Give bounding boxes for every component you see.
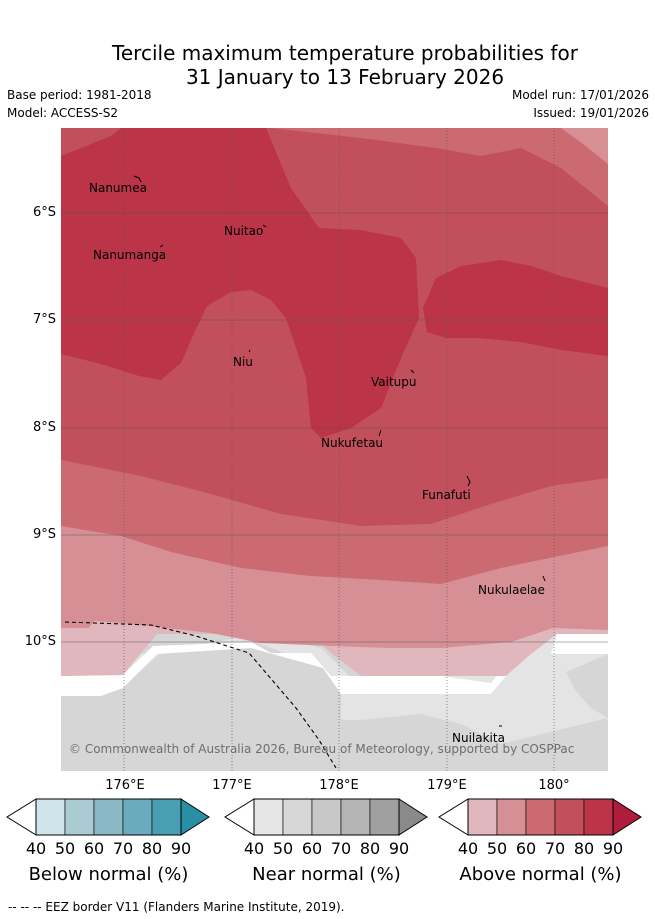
issued-date: Issued: 19/01/2026 bbox=[533, 106, 649, 120]
graticule bbox=[123, 128, 555, 771]
near-normal-tick-90: 90 bbox=[388, 839, 410, 858]
below-normal-tick-90: 90 bbox=[170, 839, 192, 858]
lat-label-8s: 8°S bbox=[32, 420, 56, 435]
copyright-notice: © Commonwealth of Australia 2026, Bureau… bbox=[69, 742, 575, 756]
lat-label-6s: 6°S bbox=[32, 205, 56, 220]
below-normal-low-arrow bbox=[6, 798, 37, 836]
near-normal-tick-70: 70 bbox=[330, 839, 352, 858]
map-canvas bbox=[61, 128, 608, 771]
nanumanga-island bbox=[159, 244, 164, 248]
above-normal-swatch-4 bbox=[554, 798, 585, 836]
nanumea-island bbox=[133, 175, 142, 183]
eez-border-line bbox=[64, 621, 337, 769]
above-normal-colorbar bbox=[438, 798, 642, 836]
near-normal-high-arrow bbox=[398, 798, 428, 836]
above-normal-high-arrow bbox=[612, 798, 642, 836]
near-normal-tick-80: 80 bbox=[359, 839, 381, 858]
above-normal-title: Above normal (%) bbox=[459, 864, 622, 885]
near-normal-low-arrow bbox=[224, 798, 255, 836]
lon-label-179e: 179°E bbox=[427, 778, 467, 793]
niu-island bbox=[248, 349, 251, 353]
base-period: Base period: 1981-2018 bbox=[7, 88, 152, 102]
below-normal-colorbar bbox=[6, 798, 210, 836]
below-normal-tick-80: 80 bbox=[141, 839, 163, 858]
above-normal-80-east-region bbox=[423, 260, 608, 356]
below-normal-swatch-5 bbox=[151, 798, 182, 836]
lat-label-7s: 7°S bbox=[32, 312, 56, 327]
above-normal-tick-60: 60 bbox=[515, 839, 537, 858]
vaitupu-island bbox=[410, 369, 415, 374]
below-normal-tick-60: 60 bbox=[83, 839, 105, 858]
above-normal-tick-90: 90 bbox=[602, 839, 624, 858]
lon-label-178e: 178°E bbox=[319, 778, 359, 793]
label-nuitao: Nuitao bbox=[224, 224, 264, 238]
above-normal-tick-40: 40 bbox=[457, 839, 479, 858]
label-nukulaelae: Nukulaelae bbox=[478, 583, 545, 597]
above-normal-tick-50: 50 bbox=[486, 839, 508, 858]
nuitao-island bbox=[262, 224, 267, 228]
below-normal-frame bbox=[35, 798, 182, 836]
below-normal-tick-70: 70 bbox=[112, 839, 134, 858]
lon-label-176e: 176°E bbox=[105, 778, 145, 793]
parallels bbox=[61, 212, 608, 643]
above-normal-swatch-3 bbox=[525, 798, 556, 836]
near-normal-swatch-1 bbox=[253, 798, 284, 836]
gap-band bbox=[61, 634, 608, 696]
map-title-line1: Tercile maximum temperature probabilitie… bbox=[112, 41, 578, 65]
above-normal-50-patch bbox=[561, 128, 608, 164]
below-normal-swatch-1 bbox=[35, 798, 66, 836]
above-normal-80-west-region bbox=[61, 128, 419, 438]
label-nanumanga: Nanumanga bbox=[93, 248, 167, 262]
near-normal-frame bbox=[253, 798, 400, 836]
near-normal-tick-40: 40 bbox=[243, 839, 265, 858]
funafuti-island bbox=[466, 475, 471, 487]
label-nuilakita: Nuilakita bbox=[452, 731, 505, 745]
above-normal-frame bbox=[467, 798, 614, 836]
above-normal-swatch-2 bbox=[496, 798, 527, 836]
near-normal-colorbar bbox=[224, 798, 428, 836]
label-vaitupu: Vaitupu bbox=[371, 375, 417, 389]
below-normal-tick-40: 40 bbox=[25, 839, 47, 858]
near-normal-tick-50: 50 bbox=[272, 839, 294, 858]
above-normal-low-arrow bbox=[438, 798, 469, 836]
above-normal-swatch-1 bbox=[467, 798, 498, 836]
label-nanumea: Nanumea bbox=[89, 181, 147, 195]
below-normal-title: Below normal (%) bbox=[28, 864, 189, 885]
near-normal-swatch-2 bbox=[282, 798, 313, 836]
below-normal-high-arrow bbox=[180, 798, 210, 836]
above-normal-swatch-5 bbox=[583, 798, 614, 836]
lat-label-10s: 10°S bbox=[24, 634, 56, 649]
lat-label-9s: 9°S bbox=[32, 527, 56, 542]
label-funafuti: Funafuti bbox=[422, 488, 471, 502]
above-normal-tick-70: 70 bbox=[544, 839, 566, 858]
eez-border-footnote: -- -- -- EEZ border V11 (Flanders Marine… bbox=[8, 900, 345, 914]
near-normal-swatch-3 bbox=[311, 798, 342, 836]
near-normal-50-patch bbox=[566, 654, 608, 718]
lon-label-177e: 177°E bbox=[212, 778, 252, 793]
below-normal-swatch-4 bbox=[122, 798, 153, 836]
below-normal-swatch-2 bbox=[64, 798, 95, 836]
above-normal-tick-80: 80 bbox=[573, 839, 595, 858]
island-shapes bbox=[133, 175, 546, 727]
below-normal-swatch-3 bbox=[93, 798, 124, 836]
near-normal-swatch-5 bbox=[369, 798, 400, 836]
label-niu: Niu bbox=[233, 355, 253, 369]
model-run: Model run: 17/01/2026 bbox=[511, 88, 649, 102]
nukufetau-island bbox=[378, 429, 382, 437]
label-nukufetau: Nukufetau bbox=[321, 436, 384, 450]
near-normal-swatch-4 bbox=[340, 798, 371, 836]
near-normal-title: Near normal (%) bbox=[252, 864, 401, 885]
nukulaelae-island bbox=[542, 575, 546, 582]
model-name: Model: ACCESS-S2 bbox=[7, 106, 119, 120]
map-title-line2: 31 January to 13 February 2026 bbox=[185, 65, 505, 89]
probability-map bbox=[61, 128, 608, 771]
lon-label-180: 180° bbox=[538, 778, 570, 793]
above-normal-60-patch bbox=[271, 128, 608, 206]
near-normal-tick-60: 60 bbox=[301, 839, 323, 858]
below-normal-tick-50: 50 bbox=[54, 839, 76, 858]
